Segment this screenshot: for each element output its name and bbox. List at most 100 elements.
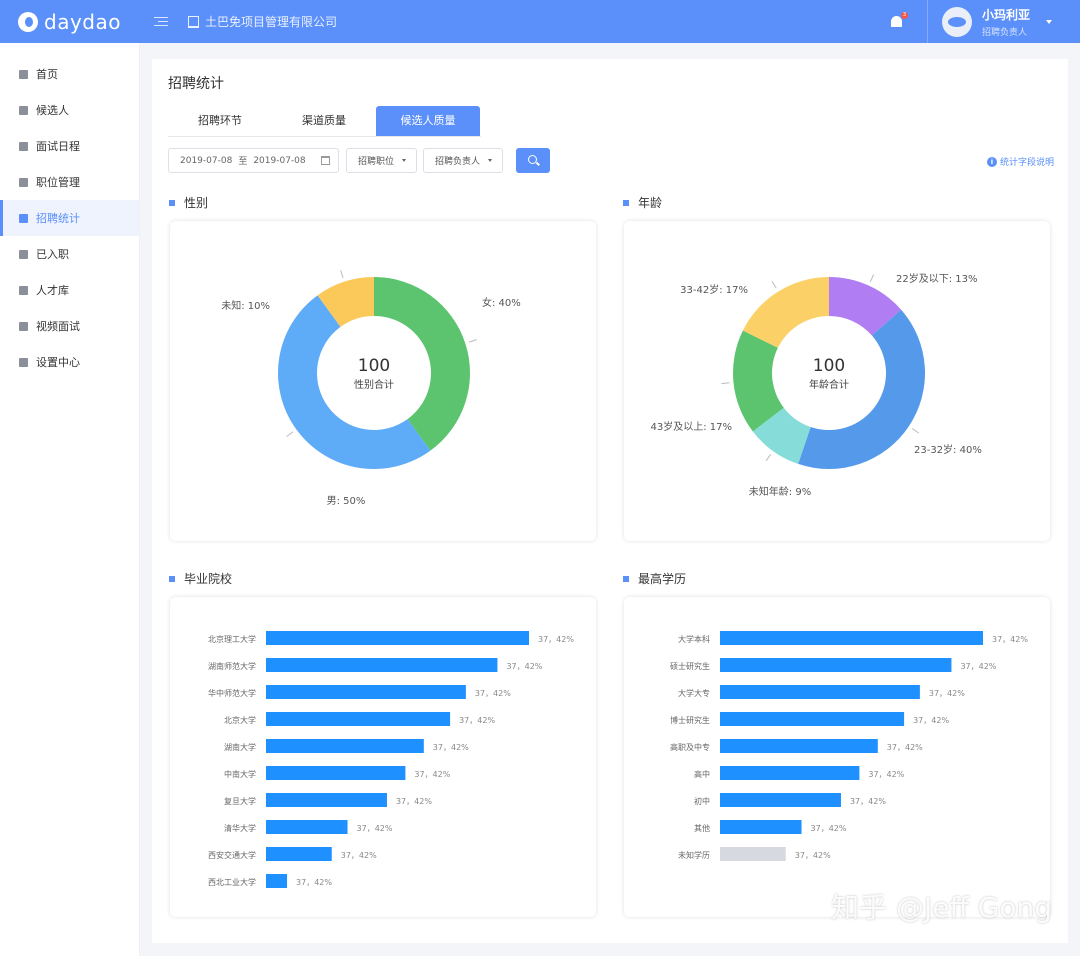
school-bar[interactable]: [266, 631, 529, 645]
age-slice[interactable]: [829, 277, 902, 336]
section-mark: [169, 575, 175, 582]
age-slice[interactable]: [733, 330, 784, 432]
school-chart-card: 北京理工大学 37，42% 湖南师范大学 37，42% 华中师范大学 37，42% 北京大学…: [170, 597, 596, 917]
education-category-label: 博士研究生: [670, 715, 710, 725]
age-slice[interactable]: [742, 277, 829, 348]
age-slice-label: 43岁及以上: 17%: [651, 420, 733, 433]
school-bar[interactable]: [266, 874, 288, 888]
school-value-label: 37，42%: [506, 662, 542, 671]
education-category-label: 其他: [694, 823, 710, 833]
education-value-label: 37，42%: [868, 770, 904, 779]
age-donut-chart: 22岁及以下: 13% 23-32岁: 40% 未知年龄: 9% 43岁及以上: 17…: [651, 272, 982, 498]
tab-candidate-quality[interactable]: 候选人质量: [376, 106, 480, 136]
gender-slice[interactable]: [317, 277, 374, 327]
tab-channel-quality[interactable]: 渠道质量: [302, 114, 346, 127]
home-icon: [19, 69, 28, 79]
building-icon: [188, 15, 199, 28]
menu-toggle-icon[interactable]: [154, 16, 168, 27]
school-bar[interactable]: [266, 685, 466, 699]
gender-leader-line: [340, 270, 344, 279]
owner-select[interactable]: 招聘负责人: [423, 148, 504, 173]
school-category-label: 西安交通大学: [208, 850, 256, 860]
age-slice-label: 未知年龄: 9%: [749, 485, 811, 498]
school-category-label: 清华大学: [224, 823, 256, 833]
gender-slice-label: 女: 40%: [482, 296, 521, 309]
school-bar[interactable]: [266, 766, 406, 780]
position-select[interactable]: 招聘职位: [346, 148, 418, 173]
education-bar[interactable]: [720, 685, 920, 699]
tab-recruit-stage[interactable]: 招聘环节: [198, 114, 242, 127]
date-range-picker[interactable]: 2019-07-08 至 2019-07-08: [168, 148, 339, 173]
education-value-label: 37，42%: [850, 797, 886, 806]
company-switcher[interactable]: 土巴免项目管理有限公司: [188, 13, 337, 30]
school-value-label: 37，42%: [475, 689, 511, 698]
education-bar[interactable]: [720, 820, 802, 834]
age-slice[interactable]: [798, 309, 925, 469]
sidebar: 首页 候选人 面试日程 职位管理 招聘统计 已入职 人才库 视频面试 设置中心: [0, 43, 140, 956]
gender-slice[interactable]: [278, 295, 431, 469]
sidebar-item-onboarded[interactable]: 已入职: [0, 236, 139, 272]
school-bar[interactable]: [266, 793, 387, 807]
logo[interactable]: daydao: [18, 10, 148, 34]
education-bar[interactable]: [720, 847, 786, 861]
sidebar-item-positions[interactable]: 职位管理: [0, 164, 139, 200]
field-help-label: 统计字段说明: [999, 158, 1054, 168]
users-icon: [19, 285, 28, 295]
watermark: 知乎 @Jeff Gong: [831, 891, 1052, 924]
education-bar[interactable]: [720, 766, 860, 780]
school-value-label: 37，42%: [459, 716, 495, 725]
age-slice-label: 33-42岁: 17%: [680, 283, 748, 296]
age-slice[interactable]: [752, 407, 811, 464]
chevron-down-icon[interactable]: [1046, 19, 1052, 24]
school-bar[interactable]: [266, 739, 424, 753]
gear-icon: [19, 357, 28, 367]
sidebar-item-home[interactable]: 首页: [0, 56, 139, 92]
search-button[interactable]: [516, 148, 551, 173]
gender-center-label: 性别合计: [354, 378, 394, 391]
school-bar[interactable]: [266, 847, 332, 861]
education-value-label: 37，42%: [960, 662, 996, 671]
education-bar[interactable]: [720, 739, 878, 753]
field-help-link[interactable]: i 统计字段说明: [986, 155, 1054, 168]
school-category-label: 北京理工大学: [208, 634, 256, 644]
section-title-age: 年龄: [623, 194, 662, 211]
school-value-label: 37，42%: [433, 743, 469, 752]
gender-donut-chart: 女: 40% 男: 50% 未知: 10% 100 性别合计: [221, 270, 521, 507]
sidebar-item-talent-pool[interactable]: 人才库: [0, 272, 139, 308]
school-bar[interactable]: [266, 820, 348, 834]
education-bar[interactable]: [720, 631, 983, 645]
education-value-label: 37，42%: [811, 824, 847, 833]
sidebar-item-interview-schedule[interactable]: 面试日程: [0, 128, 139, 164]
sidebar-item-label: 面试日程: [36, 140, 80, 153]
education-category-label: 未知学历: [678, 850, 710, 860]
section-mark: [169, 199, 175, 206]
sidebar-item-candidates[interactable]: 候选人: [0, 92, 139, 128]
education-category-label: 高中: [694, 769, 710, 779]
sidebar-item-video-interview[interactable]: 视频面试: [0, 308, 139, 344]
bell-icon[interactable]: 3: [889, 11, 908, 30]
education-bar[interactable]: [720, 793, 841, 807]
school-value-label: 37，42%: [538, 635, 574, 644]
main-panel: 招聘统计 招聘环节 渠道质量 候选人质量 2019-07-08 至 2019-0…: [152, 59, 1068, 943]
date-separator: 至: [238, 157, 248, 167]
school-bar[interactable]: [266, 712, 451, 726]
position-select-label: 招聘职位: [358, 157, 395, 167]
avatar[interactable]: [941, 6, 972, 37]
age-leader-line: [765, 453, 772, 462]
user-info[interactable]: 小玛利亚 招聘负责人: [982, 6, 1030, 38]
education-value-label: 37，42%: [887, 743, 923, 752]
sidebar-item-recruit-stats[interactable]: 招聘统计: [0, 200, 139, 236]
education-category-label: 高职及中专: [670, 742, 710, 752]
education-value-label: 37，42%: [913, 716, 949, 725]
id-card-icon: [19, 249, 28, 259]
education-category-label: 初中: [694, 796, 710, 806]
gender-slice[interactable]: [374, 277, 471, 451]
date-end: 2019-07-08: [253, 155, 306, 166]
age-chart-card: 22岁及以下: 13% 23-32岁: 40% 未知年龄: 9% 43岁及以上: 17…: [624, 221, 1050, 541]
section-title-text: 毕业院校: [184, 572, 233, 586]
school-bar[interactable]: [266, 658, 498, 672]
education-bar[interactable]: [720, 658, 952, 672]
education-bar[interactable]: [720, 712, 905, 726]
section-mark: [623, 575, 629, 582]
sidebar-item-settings[interactable]: 设置中心: [0, 344, 139, 380]
